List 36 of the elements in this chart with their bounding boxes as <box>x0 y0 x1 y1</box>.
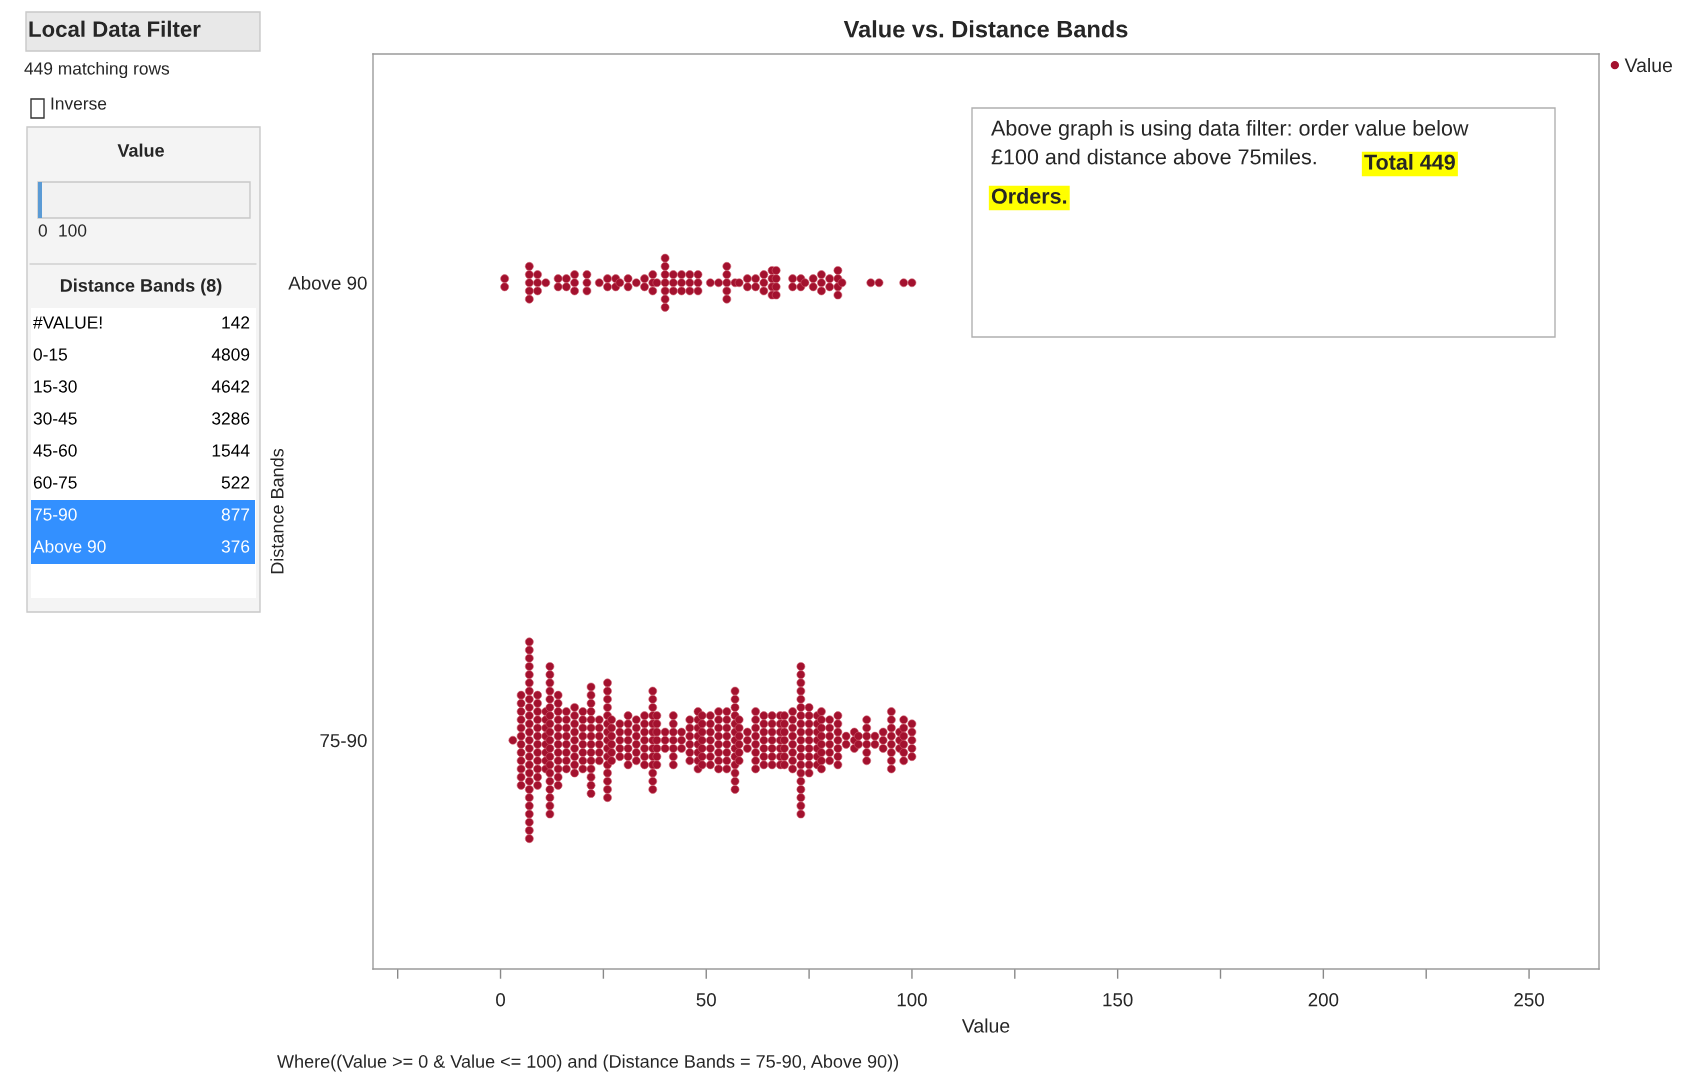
y-axis-title: Distance Bands <box>270 448 284 574</box>
x-tick-label: 150 <box>1103 993 1133 1007</box>
text: 30-45 <box>33 412 77 425</box>
chart-title: Value vs. Distance Bands <box>843 20 1128 38</box>
text: 142 <box>222 316 250 329</box>
text: 60-75 <box>33 476 77 489</box>
text: 4809 <box>211 348 250 361</box>
text: Value <box>117 143 164 157</box>
text: Inverse <box>51 97 107 110</box>
text: 376 <box>221 540 250 553</box>
text: 1544 <box>212 444 250 457</box>
text: 45-60 <box>33 444 77 457</box>
x-axis-title: Value <box>961 1018 1010 1033</box>
x-tick-label: 0 <box>496 993 506 1007</box>
text: Local Data Filter <box>29 20 201 37</box>
x-tick-label: 250 <box>1514 993 1544 1007</box>
annotation: Orders. <box>991 188 1067 204</box>
x-tick-label: 100 <box>897 993 927 1007</box>
x-tick-label: 200 <box>1308 993 1339 1007</box>
x-tick-label: 50 <box>696 993 716 1007</box>
text: 3286 <box>212 412 250 425</box>
text: Distance Bands (8) <box>60 278 222 296</box>
text: 0 <box>38 224 47 237</box>
text: Where((Value >= 0 & Value <= 100) and (Distance Bands = 75-90, Above 90)) <box>277 1054 899 1072</box>
text: 0-15 <box>33 348 68 361</box>
annotation: Total 449 <box>1364 154 1455 170</box>
text: #VALUE! <box>33 316 102 329</box>
text: 449 matching rows <box>24 61 170 79</box>
text: 75-90 <box>33 508 77 521</box>
text: 15-30 <box>34 380 77 393</box>
text: 522 <box>221 476 250 489</box>
text: 4642 <box>211 380 250 393</box>
legend-label: Value <box>1624 57 1673 73</box>
text: 100 <box>59 224 87 237</box>
text: 877 <box>221 508 250 521</box>
text: Above 90 <box>33 539 106 553</box>
